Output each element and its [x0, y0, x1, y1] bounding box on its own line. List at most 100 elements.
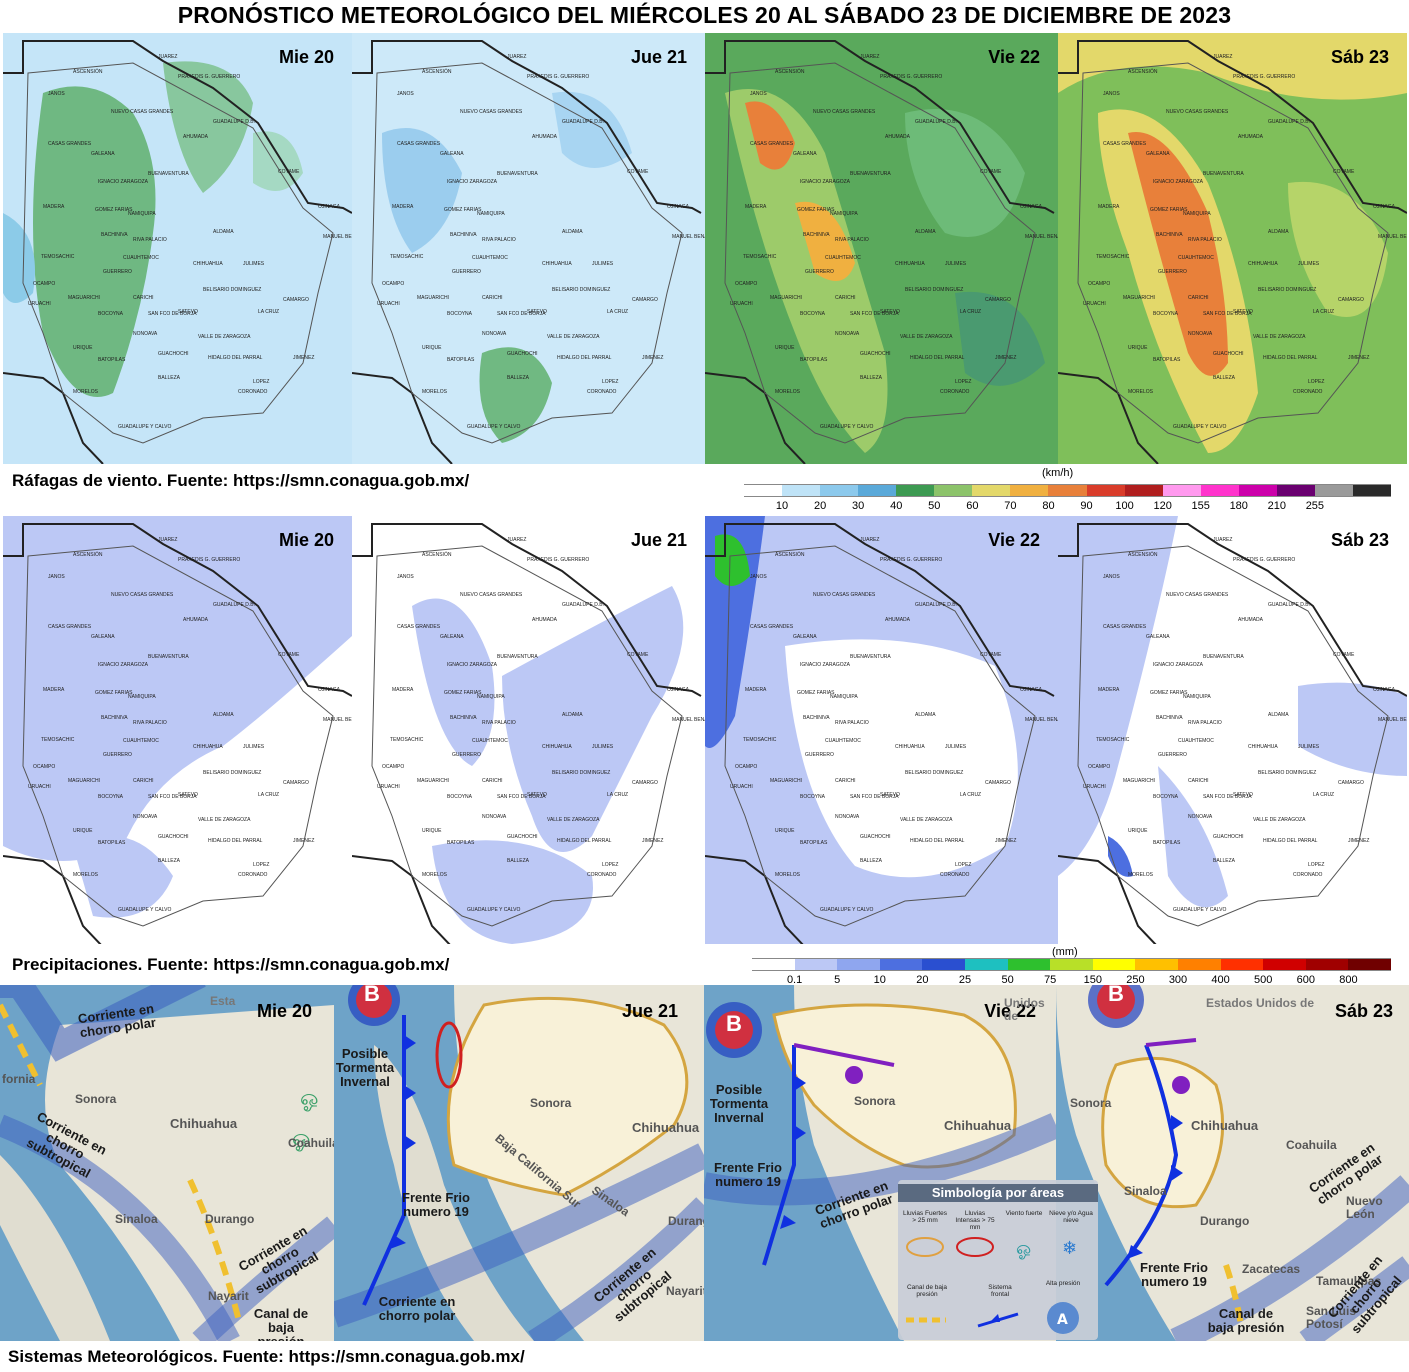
- colorbar-tick: 40: [890, 500, 903, 512]
- precip-colorbar: (mm) 0.1 5 10 20 25 50 75 150 250 300 400 500 600 800: [752, 946, 1392, 988]
- municipality-label: BELISARIO DOMINGUEZ: [905, 287, 963, 293]
- municipality-label: GALEANA: [440, 634, 464, 640]
- municipality-label: CAMARGO: [283, 297, 309, 303]
- municipality-label: ALDAMA: [1268, 229, 1289, 235]
- municipality-label: COYAME: [980, 652, 1002, 658]
- municipality-label: IGNACIO ZARAGOZA: [1153, 179, 1204, 185]
- municipality-label: ASCENSIÓN: [775, 68, 805, 75]
- place-label: Nuevo León: [1346, 1194, 1383, 1221]
- colorbar-swatch: [965, 958, 1009, 971]
- municipality-label: MADERA: [1098, 204, 1120, 210]
- municipality-label: BALLEZA: [1213, 375, 1236, 381]
- colorbar-swatch: [1178, 958, 1222, 971]
- municipality-label: NUEVO CASAS GRANDES: [1166, 109, 1229, 115]
- municipality-label: GALEANA: [1146, 634, 1170, 640]
- wind-map-svg: ASCENSIÓN JUAREZ PRAXEDIS G. GUERRERO JANOS…: [352, 33, 705, 464]
- municipality-label: PRAXEDIS G. GUERRERO: [178, 74, 240, 80]
- municipality-label: TEMOSACHIC: [743, 737, 777, 743]
- municipality-label: NAMIQUIPA: [128, 211, 156, 217]
- systems-map-mie: ஓ ஓ Mie 20 Esta Sonora Chihuahua Coahuil…: [0, 985, 334, 1341]
- state-boundary: [371, 545, 683, 927]
- municipality-label: NONOAVA: [482, 331, 507, 337]
- municipality-label: RIVA PALACIO: [133, 237, 167, 243]
- municipality-label: CASAS GRANDES: [397, 141, 441, 147]
- municipality-label: JANOS: [397, 574, 414, 580]
- colorbar-swatch: [1314, 484, 1354, 497]
- state-boundary: [724, 62, 1036, 444]
- municipality-label: BUENAVENTURA: [148, 654, 189, 660]
- place-label: Chihuahua: [632, 1120, 700, 1135]
- municipality-label: GUADALUPE D.B.: [213, 602, 255, 608]
- municipality-label: BOCOYNA: [800, 311, 826, 317]
- municipality-label: JULIMES: [1298, 744, 1320, 750]
- municipality-label: GUADALUPE D.B.: [213, 119, 255, 125]
- municipality-label: CHIHUAHUA: [542, 261, 572, 267]
- legend-item: Canal de baja presión: [906, 1284, 948, 1298]
- municipality-label: URUACHI: [28, 784, 51, 790]
- municipality-label: JIMENEZ: [642, 838, 663, 844]
- municipality-label: GUACHOCHI: [507, 834, 538, 840]
- municipality-label: OJINAGA: [1373, 204, 1396, 210]
- municipality-label: BUENAVENTURA: [1203, 654, 1244, 660]
- municipality-label: BATOPILAS: [447, 357, 475, 363]
- colorbar-tick: 150: [1083, 974, 1102, 986]
- municipality-label: HIDALGO DEL PARRAL: [1263, 838, 1318, 844]
- municipality-label: IGNACIO ZARAGOZA: [98, 662, 149, 668]
- municipality-label: URIQUE: [1128, 345, 1148, 351]
- municipality-label: NAMIQUIPA: [128, 694, 156, 700]
- municipality-label: MAGUARICHI: [68, 295, 100, 301]
- colorbar-swatch: [1200, 484, 1240, 497]
- municipality-label: CORONADO: [238, 389, 268, 395]
- municipality-label: COYAME: [980, 169, 1002, 175]
- colorbar-swatch: [820, 484, 859, 497]
- municipality-label: CARICHI: [1188, 295, 1209, 301]
- state-boundary: [22, 62, 334, 444]
- colorbar-tick: 80: [1042, 500, 1055, 512]
- day-label: Mie 20: [256, 1001, 312, 1021]
- colorbar-swatch: [1263, 958, 1307, 971]
- municipality-label: CARICHI: [835, 778, 856, 784]
- colorbar-tick: 50: [1001, 974, 1014, 986]
- municipality-label: CAMARGO: [1338, 297, 1364, 303]
- municipality-label: LOPEZ: [253, 379, 269, 385]
- municipality-label: GUERRERO: [452, 752, 481, 758]
- municipality-label: GUERRERO: [103, 269, 132, 275]
- municipality-label: PRAXEDIS G. GUERRERO: [178, 557, 240, 563]
- municipality-label: GALEANA: [793, 151, 817, 157]
- municipality-label: CUAUHTEMOC: [472, 255, 508, 261]
- municipality-label: LOPEZ: [602, 379, 618, 385]
- municipality-label: MADERA: [43, 687, 65, 693]
- svg-text:ஓ: ஓ: [1016, 1238, 1031, 1259]
- municipality-label: JANOS: [1103, 574, 1120, 580]
- municipality-label: MAGUARICHI: [1123, 295, 1155, 301]
- legend-item: Sistema frontal: [988, 1284, 1012, 1298]
- municipality-label: GOMEZ FARIAS: [444, 207, 482, 213]
- municipality-label: RIVA PALACIO: [1188, 237, 1222, 243]
- municipality-label: ASCENSIÓN: [775, 551, 805, 558]
- municipality-label: BOCOYNA: [98, 311, 124, 317]
- municipality-label: SATEVO: [527, 309, 547, 315]
- municipality-label: NAMIQUIPA: [477, 211, 505, 217]
- wind-map-sab: ASCENSIÓN JUAREZ PRAXEDIS G. GUERRERO JANOS…: [1058, 33, 1407, 464]
- place-label: Coahuila: [288, 1136, 334, 1150]
- municipality-label: BOCOYNA: [800, 794, 826, 800]
- municipality-label: OJINAGA: [1373, 687, 1396, 693]
- municipality-label: BATOPILAS: [800, 840, 828, 846]
- svg-text:ஓ: ஓ: [300, 1086, 318, 1111]
- colorbar-swatch: [1276, 484, 1316, 497]
- municipality-label: JIMENEZ: [995, 838, 1016, 844]
- colorbar-tick: 120: [1153, 500, 1172, 512]
- municipality-label: SATEVO: [880, 309, 900, 315]
- colorbar-swatch: [1238, 484, 1278, 497]
- municipality-label: GOMEZ FARIAS: [95, 207, 133, 213]
- municipality-label: LOPEZ: [1308, 379, 1324, 385]
- municipality-label: GUACHOCHI: [860, 834, 891, 840]
- colorbar-tick: 50: [928, 500, 941, 512]
- municipality-label: MANUEL BENAVIDES: [1378, 234, 1407, 240]
- municipality-label: CARICHI: [1188, 778, 1209, 784]
- municipality-label: OCAMPO: [1088, 764, 1110, 770]
- municipality-label: GUERRERO: [805, 752, 834, 758]
- municipality-label: MAGUARICHI: [417, 295, 449, 301]
- municipality-label: AHUMADA: [532, 617, 558, 623]
- municipality-label: JUAREZ: [860, 54, 879, 60]
